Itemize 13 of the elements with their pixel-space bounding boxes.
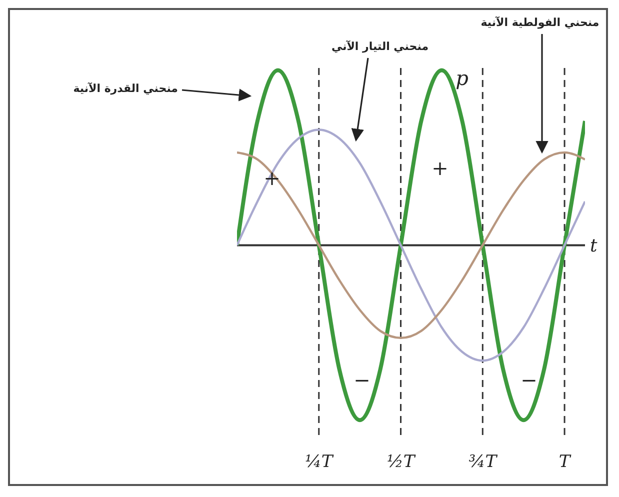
x-tick-label: T	[558, 452, 572, 472]
x-axis-title: t	[590, 236, 598, 257]
text: منحني القدرة الآنية	[73, 82, 178, 95]
annotation: −	[520, 368, 538, 392]
annotation: +	[264, 166, 280, 190]
annotation: −	[354, 368, 370, 392]
text: منحني التيار الآني	[331, 40, 429, 53]
annotation: p	[456, 66, 469, 90]
annotation: +	[432, 156, 448, 180]
x-tick-label: ¾T	[468, 452, 498, 472]
text: منحني الفولطية الآنية	[480, 16, 600, 29]
x-tick-label: ½T	[386, 452, 416, 472]
x-tick-label: ¼T	[304, 452, 334, 472]
